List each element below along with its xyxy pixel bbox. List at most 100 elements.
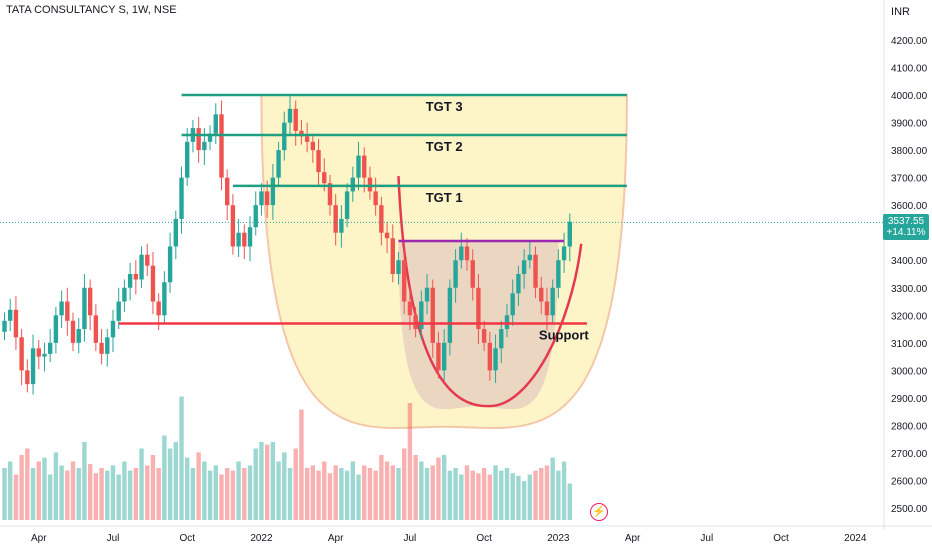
volume-bar xyxy=(436,457,441,520)
candle-body xyxy=(504,315,510,330)
volume-bar xyxy=(42,457,47,520)
candle-body xyxy=(127,274,133,288)
candle-body xyxy=(247,227,253,247)
volume-bar xyxy=(105,470,110,520)
candle-body xyxy=(87,287,93,316)
volume-bar xyxy=(510,473,515,520)
candle-body xyxy=(339,218,344,233)
candle-body xyxy=(441,342,447,371)
y-tick-label: 3900.00 xyxy=(891,119,928,130)
volume-bar xyxy=(419,461,424,520)
candle-body xyxy=(99,342,104,354)
y-tick-label: 3700.00 xyxy=(891,174,928,185)
volume-bar xyxy=(270,442,276,520)
volume-bar xyxy=(379,455,384,520)
volume-bar xyxy=(316,470,321,520)
candle-body xyxy=(8,309,13,321)
candle-body xyxy=(133,274,139,280)
candle-body xyxy=(344,191,350,219)
y-tick-label: 3800.00 xyxy=(891,146,928,157)
volume-bar xyxy=(362,465,367,520)
x-tick-label: Oct xyxy=(476,533,492,544)
target-label: TGT 2 xyxy=(426,139,463,154)
volume-bar xyxy=(464,465,470,520)
volume-bar xyxy=(453,468,458,520)
candle-body xyxy=(59,301,64,316)
x-tick-label: Apr xyxy=(625,533,641,544)
candle-body xyxy=(110,320,116,338)
x-tick-label: Jul xyxy=(700,533,713,544)
candle-body xyxy=(510,293,515,316)
y-tick-label: 3400.00 xyxy=(891,256,928,267)
candle-body xyxy=(447,287,453,343)
volume-bars xyxy=(2,396,572,520)
candle-body xyxy=(70,320,76,343)
volume-bar xyxy=(407,403,413,520)
candle-body xyxy=(459,246,464,261)
candle-body xyxy=(13,309,19,338)
volume-bar xyxy=(139,448,144,520)
volume-bar xyxy=(441,455,447,520)
candle-body xyxy=(179,177,184,219)
volume-bar xyxy=(293,448,298,520)
volume-bar xyxy=(8,461,13,520)
candle-body xyxy=(453,260,458,288)
candle-body xyxy=(436,342,441,371)
x-tick-label: Oct xyxy=(773,533,789,544)
volume-bar xyxy=(76,468,81,520)
y-tick-label: 3600.00 xyxy=(891,201,928,212)
volume-bar xyxy=(13,474,19,520)
x-tick-label: 2022 xyxy=(250,533,273,544)
last-price-tag: 3537.55 +14.11% xyxy=(883,214,929,240)
volume-bar xyxy=(402,448,407,520)
candle-body xyxy=(264,191,270,206)
volume-bar xyxy=(110,465,116,520)
candle-body xyxy=(156,301,161,316)
volume-bar xyxy=(350,461,356,520)
y-tick-label: 4100.00 xyxy=(891,64,928,75)
volume-bar xyxy=(282,452,287,520)
volume-bar xyxy=(259,442,264,520)
y-tick-label: 3000.00 xyxy=(891,366,928,377)
y-tick-label: 2900.00 xyxy=(891,394,928,405)
y-tick-label: 3300.00 xyxy=(891,284,928,295)
candle-body xyxy=(373,191,378,206)
candle-body xyxy=(362,155,367,178)
volume-bar xyxy=(30,468,36,520)
candle-body xyxy=(413,315,418,330)
y-tick-label: 2600.00 xyxy=(891,476,928,487)
volume-bar xyxy=(59,465,64,520)
candle-body xyxy=(202,141,207,151)
volume-bar xyxy=(156,468,161,520)
volume-bar xyxy=(521,481,527,520)
x-tick-label: Apr xyxy=(328,533,344,544)
volume-bar xyxy=(493,465,498,520)
candle-body xyxy=(407,301,413,316)
lightning-icon[interactable]: ⚡ xyxy=(590,503,608,521)
x-tick-label: Jul xyxy=(107,533,120,544)
candle-body xyxy=(270,177,276,206)
candle-body xyxy=(384,232,390,239)
volume-bar xyxy=(173,442,178,520)
candle-body xyxy=(2,320,7,332)
volume-bar xyxy=(304,468,310,520)
candle-body xyxy=(82,287,87,330)
candle-body xyxy=(430,287,435,343)
volume-bar xyxy=(287,468,293,520)
volume-bar xyxy=(344,470,350,520)
candle-body xyxy=(521,260,527,274)
candle-body xyxy=(481,329,487,343)
x-tick-label: 2024 xyxy=(844,533,867,544)
volume-bar xyxy=(476,473,481,520)
candle-body xyxy=(47,342,53,354)
candle-body xyxy=(236,232,241,247)
volume-bar xyxy=(53,452,59,520)
candle-body xyxy=(304,136,310,142)
volume-bar xyxy=(327,473,333,520)
candlesticks xyxy=(2,95,572,395)
candle-body xyxy=(316,150,321,173)
candle-body xyxy=(19,337,24,371)
